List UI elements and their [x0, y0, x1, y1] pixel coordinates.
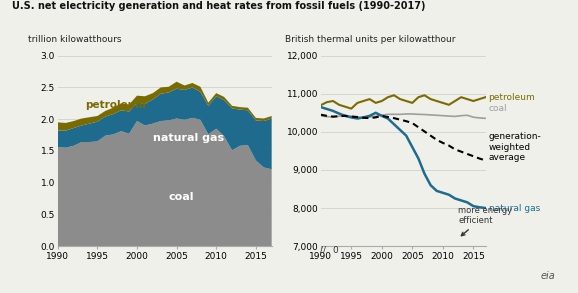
Text: coal: coal	[488, 105, 507, 113]
Text: natural gas: natural gas	[488, 204, 540, 212]
Text: British thermal units per kilowatthour: British thermal units per kilowatthour	[284, 35, 455, 44]
Text: //: //	[320, 246, 325, 255]
Text: 0: 0	[332, 246, 338, 255]
Text: natural gas: natural gas	[153, 133, 224, 143]
Text: coal: coal	[169, 193, 194, 202]
Text: generation-
weighted
average: generation- weighted average	[488, 132, 542, 162]
Text: trillion kilowatthours: trillion kilowatthours	[28, 35, 121, 44]
Text: petroleum: petroleum	[86, 100, 146, 110]
Text: eia: eia	[540, 271, 555, 281]
Text: U.S. net electricity generation and heat rates from fossil fuels (1990-2017): U.S. net electricity generation and heat…	[12, 1, 425, 11]
Text: more energy
efficient: more energy efficient	[458, 206, 512, 236]
Text: petroleum: petroleum	[488, 93, 535, 102]
